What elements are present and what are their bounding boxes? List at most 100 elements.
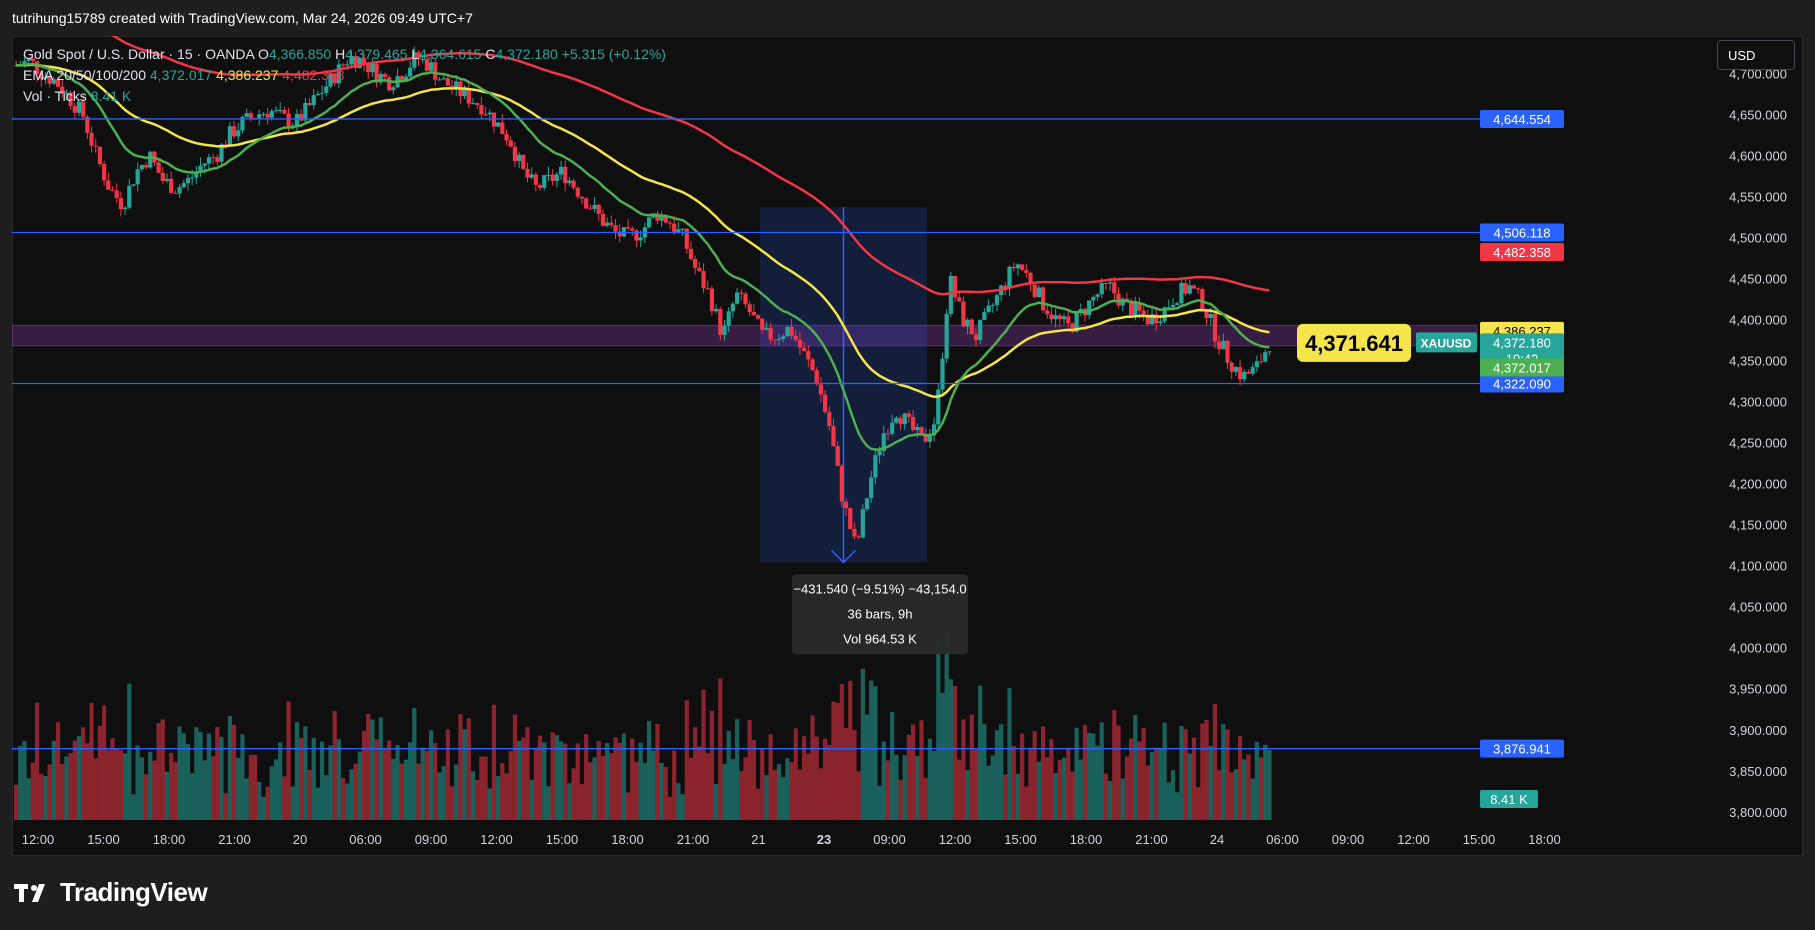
- candle[interactable]: [424, 59, 429, 71]
- candle[interactable]: [1087, 300, 1092, 316]
- candle[interactable]: [638, 237, 643, 241]
- candle[interactable]: [387, 77, 392, 91]
- candle[interactable]: [1032, 284, 1037, 297]
- candle[interactable]: [890, 422, 895, 434]
- candle[interactable]: [797, 339, 803, 348]
- candle[interactable]: [994, 295, 1000, 305]
- candle[interactable]: [47, 76, 52, 84]
- candle[interactable]: [839, 465, 844, 502]
- candle[interactable]: [122, 207, 128, 210]
- tradingview-logo[interactable]: TradingView: [14, 877, 208, 908]
- candle[interactable]: [454, 81, 459, 89]
- candle[interactable]: [156, 162, 161, 173]
- currency-button[interactable]: USD: [1717, 40, 1795, 70]
- candle[interactable]: [957, 297, 962, 302]
- candle[interactable]: [605, 222, 610, 226]
- candle[interactable]: [730, 303, 735, 312]
- candle[interactable]: [1133, 302, 1138, 316]
- candle[interactable]: [1116, 293, 1121, 306]
- candle[interactable]: [764, 327, 769, 330]
- candle[interactable]: [827, 411, 832, 427]
- candle[interactable]: [1242, 371, 1247, 380]
- candle[interactable]: [433, 62, 438, 80]
- candle[interactable]: [114, 190, 119, 199]
- candle[interactable]: [278, 110, 283, 112]
- candle[interactable]: [60, 86, 65, 94]
- candle[interactable]: [919, 427, 924, 435]
- candle[interactable]: [734, 292, 740, 304]
- candle[interactable]: [705, 288, 710, 290]
- candle[interactable]: [353, 56, 358, 68]
- candle[interactable]: [102, 163, 107, 181]
- candle[interactable]: [898, 417, 903, 425]
- candle[interactable]: [1267, 351, 1272, 353]
- candle[interactable]: [714, 308, 719, 312]
- candle[interactable]: [399, 76, 404, 82]
- candle[interactable]: [89, 132, 94, 146]
- candle[interactable]: [441, 78, 446, 80]
- candle[interactable]: [1074, 312, 1079, 332]
- candle[interactable]: [563, 166, 568, 184]
- candle[interactable]: [240, 117, 245, 131]
- candle[interactable]: [680, 228, 685, 230]
- candle[interactable]: [584, 198, 589, 209]
- candle[interactable]: [215, 157, 220, 162]
- candle[interactable]: [370, 63, 375, 73]
- candle[interactable]: [751, 311, 756, 316]
- candle[interactable]: [244, 113, 249, 118]
- candle[interactable]: [856, 536, 861, 538]
- candle[interactable]: [1258, 361, 1264, 363]
- candle[interactable]: [860, 509, 865, 538]
- candle[interactable]: [496, 122, 501, 127]
- candle[interactable]: [412, 52, 417, 68]
- candle[interactable]: [391, 87, 396, 91]
- candle[interactable]: [906, 413, 912, 417]
- price-callout[interactable]: [1297, 323, 1411, 362]
- candle[interactable]: [34, 61, 40, 75]
- candle[interactable]: [68, 92, 73, 107]
- candle[interactable]: [550, 174, 555, 181]
- candle[interactable]: [885, 433, 891, 435]
- candle[interactable]: [500, 122, 505, 135]
- candle[interactable]: [299, 114, 304, 121]
- candle[interactable]: [118, 198, 123, 210]
- candle[interactable]: [349, 56, 354, 65]
- ema100-line[interactable]: [16, 36, 1270, 296]
- candle[interactable]: [1040, 287, 1046, 311]
- candle[interactable]: [1254, 361, 1259, 368]
- candle[interactable]: [676, 229, 681, 232]
- candle[interactable]: [219, 144, 224, 162]
- candle[interactable]: [1162, 307, 1167, 322]
- candle[interactable]: [307, 102, 312, 106]
- candle[interactable]: [986, 305, 991, 312]
- candle[interactable]: [231, 126, 237, 137]
- candle[interactable]: [428, 62, 434, 71]
- candle[interactable]: [470, 103, 476, 105]
- candle[interactable]: [1091, 296, 1096, 301]
- candle[interactable]: [26, 58, 31, 62]
- candle[interactable]: [990, 304, 995, 306]
- candle[interactable]: [646, 217, 652, 228]
- candle[interactable]: [542, 175, 547, 188]
- candle[interactable]: [1221, 340, 1226, 350]
- candle[interactable]: [148, 151, 153, 168]
- candle[interactable]: [793, 335, 798, 340]
- candle[interactable]: [743, 293, 748, 305]
- candle[interactable]: [667, 222, 673, 224]
- candle[interactable]: [294, 114, 300, 126]
- candle[interactable]: [160, 172, 165, 182]
- candle[interactable]: [236, 130, 241, 137]
- candle[interactable]: [319, 92, 325, 94]
- candle[interactable]: [324, 86, 329, 93]
- candle[interactable]: [634, 230, 639, 241]
- candle[interactable]: [1061, 316, 1067, 320]
- candle[interactable]: [546, 174, 551, 176]
- candle[interactable]: [487, 112, 492, 115]
- candle[interactable]: [1200, 289, 1205, 311]
- candle[interactable]: [973, 334, 979, 340]
- candle[interactable]: [915, 427, 920, 431]
- candle[interactable]: [420, 59, 425, 61]
- candle[interactable]: [211, 157, 216, 159]
- candle[interactable]: [1099, 283, 1104, 295]
- candle[interactable]: [596, 204, 601, 214]
